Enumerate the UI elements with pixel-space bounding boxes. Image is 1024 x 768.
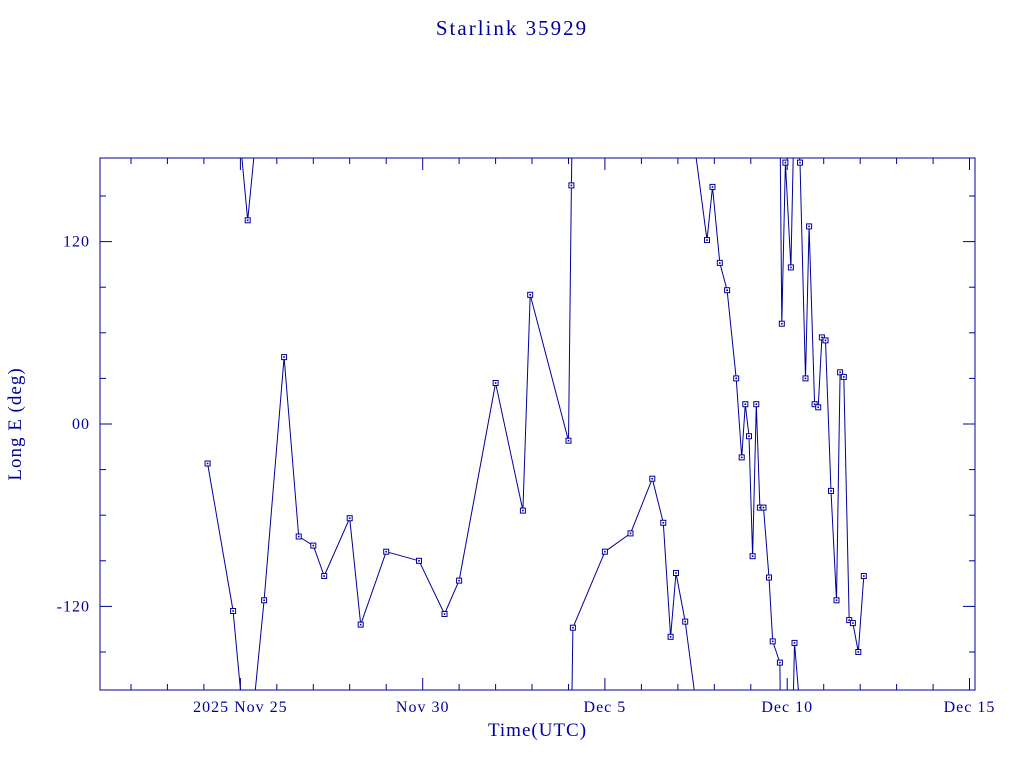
data-point-dot [283,356,285,358]
data-point-dot [735,377,737,380]
data-point-dot [781,322,783,325]
data-point-dot [863,575,865,577]
data-point-dot [662,522,665,524]
x-tick-label: 2025 Nov 25 [193,699,288,716]
data-point-dot [848,619,850,621]
data-point-dot [385,550,387,553]
data-point-dot [755,403,758,405]
data-point-dot [744,403,747,405]
data-point-dot [684,620,686,623]
data-point-dot [719,262,721,264]
data-series [207,158,865,690]
x-axis-label: Time(UTC) [487,720,588,741]
data-point-dot [206,462,209,465]
data-point-dot [726,289,728,291]
data-point-dot [779,661,781,664]
data-point-dot [567,439,570,442]
data-point-dot [263,599,265,602]
data-point-dot [669,636,672,638]
data-point-dot [604,550,606,553]
data-point-dot [857,651,860,653]
data-point-dot [762,506,765,509]
x-tick-label: Dec 15 [944,699,996,716]
data-point-dot [323,575,325,577]
data-point-dot [759,506,761,509]
data-point-dot [232,610,234,612]
data-point-dot [808,225,810,228]
data-point-dot [817,406,819,409]
data-point-dot [494,382,497,384]
data-point-dot [784,161,787,164]
data-points [204,159,867,666]
chart-title: Starlink 35929 [435,16,589,40]
series-line [207,158,865,690]
data-point-dot [651,477,654,480]
data-point-dot [771,640,774,643]
data-point-dot [458,579,460,582]
data-point-dot [839,371,841,374]
data-point-dot [790,266,792,269]
data-point-dot [804,377,807,380]
data-point-dot [813,403,816,405]
y-tick-label: -120 [57,598,90,615]
data-point-dot [799,161,801,164]
data-point-dot [835,599,838,602]
data-point-dot [852,622,854,624]
data-point-dot [443,613,446,615]
data-point-dot [821,336,823,339]
data-point-dot [706,239,708,241]
data-point-dot [675,572,677,574]
data-point-dot [570,184,573,187]
data-point-dot [711,186,714,188]
data-point-dot [359,623,362,626]
data-point-dot [297,535,300,538]
x-tick-label: Dec 10 [761,699,813,716]
data-point-dot [843,376,845,378]
data-point-dot [824,339,827,342]
x-tick-label: Nov 30 [396,699,450,716]
data-point-dot [418,560,420,562]
data-point-dot [572,626,574,629]
data-point-dot [768,576,770,579]
data-point-dot [529,294,531,296]
data-point-dot [740,456,743,459]
data-point-dot [748,435,750,437]
data-point-dot [793,642,796,644]
x-tick-label: Dec 5 [584,699,627,716]
data-point-dot [522,509,524,512]
y-tick-label: 120 [63,234,90,251]
data-point-dot [246,219,249,222]
y-tick-label: 00 [72,416,90,433]
data-point-dot [751,555,754,557]
data-point-dot [830,490,832,492]
data-point-dot [348,517,351,519]
data-point-dot [312,544,315,547]
data-point-dot [629,532,632,535]
